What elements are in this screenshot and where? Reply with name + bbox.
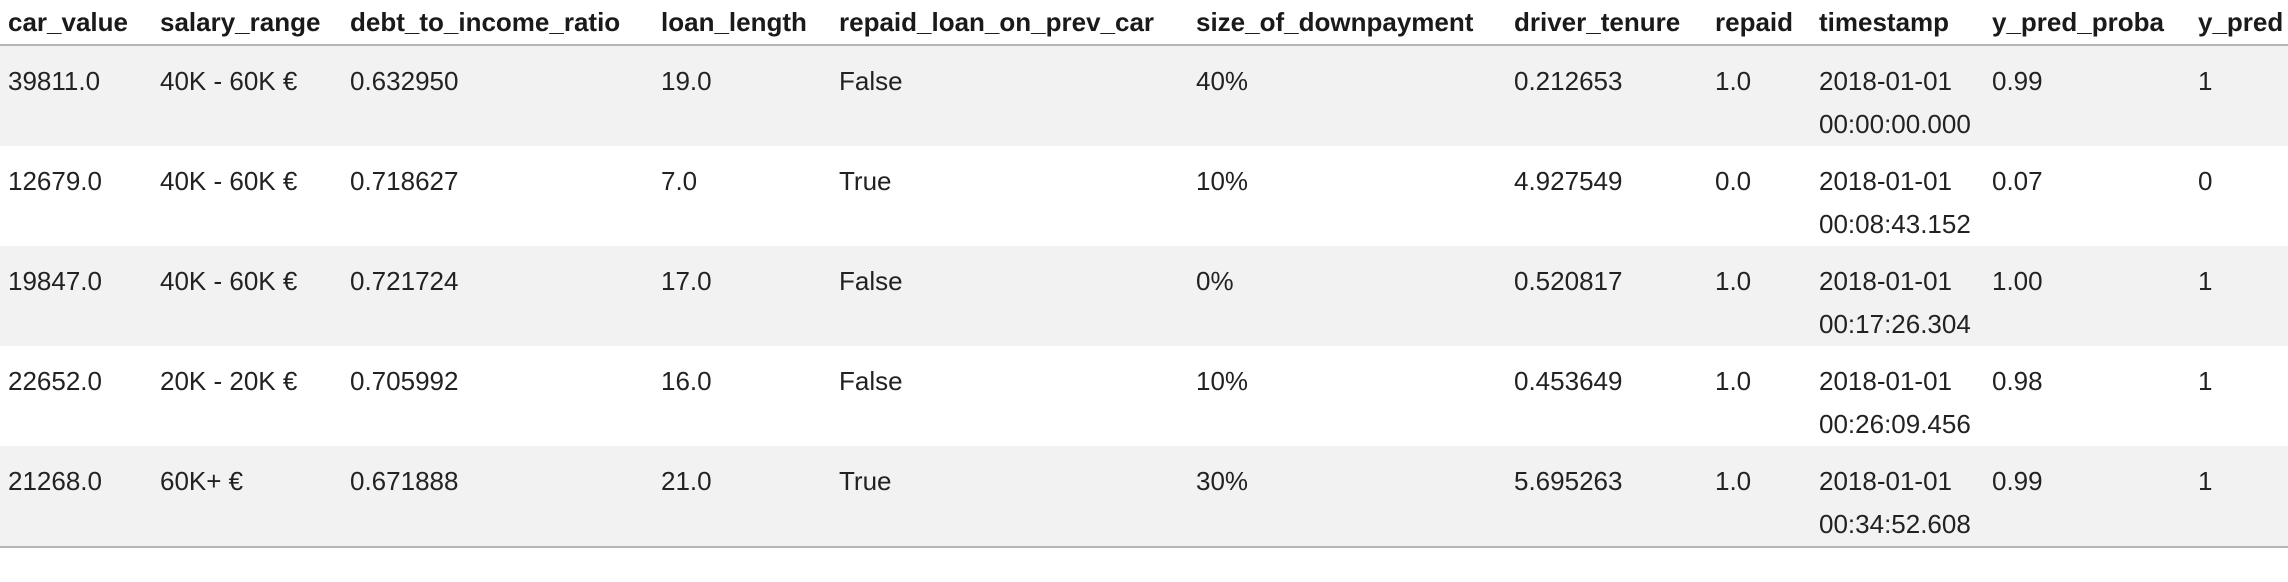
timestamp-time: 00:34:52.608	[1819, 509, 1971, 539]
cell-timestamp: 2018-01-01 00:08:43.152	[1811, 146, 1984, 246]
cell-repaid-loan-on-prev-car: False	[831, 346, 1188, 446]
cell-loan-length: 7.0	[653, 146, 831, 246]
cell-debt-to-income-ratio: 0.705992	[342, 346, 653, 446]
cell-repaid-loan-on-prev-car: False	[831, 45, 1188, 146]
cell-repaid-loan-on-prev-car: True	[831, 146, 1188, 246]
column-header-driver-tenure: driver_tenure	[1506, 0, 1707, 46]
cell-driver-tenure: 5.695263	[1506, 446, 1707, 548]
table-row: 19847.0 40K - 60K € 0.721724 17.0 False …	[0, 246, 2288, 346]
cell-car-value: 21268.0	[0, 446, 152, 548]
cell-car-value: 12679.0	[0, 146, 152, 246]
cell-debt-to-income-ratio: 0.632950	[342, 45, 653, 146]
table-body: 39811.0 40K - 60K € 0.632950 19.0 False …	[0, 45, 2288, 548]
column-header-car-value: car_value	[0, 0, 152, 46]
data-table-container: car_value salary_range debt_to_income_ra…	[0, 0, 2288, 548]
table-row: 39811.0 40K - 60K € 0.632950 19.0 False …	[0, 45, 2288, 146]
cell-y-pred: 0	[2190, 146, 2288, 246]
cell-repaid: 1.0	[1707, 446, 1811, 548]
header-row: car_value salary_range debt_to_income_ra…	[0, 0, 2288, 46]
column-header-y-pred: y_pred	[2190, 0, 2288, 46]
cell-y-pred: 1	[2190, 45, 2288, 146]
timestamp-date: 2018-01-01	[1819, 66, 1952, 96]
cell-y-pred-proba: 0.07	[1984, 146, 2190, 246]
data-table: car_value salary_range debt_to_income_ra…	[0, 0, 2288, 548]
cell-repaid: 1.0	[1707, 346, 1811, 446]
column-header-size-of-downpayment: size_of_downpayment	[1188, 0, 1506, 46]
column-header-repaid: repaid	[1707, 0, 1811, 46]
timestamp-date: 2018-01-01	[1819, 466, 1952, 496]
cell-car-value: 19847.0	[0, 246, 152, 346]
cell-y-pred: 1	[2190, 246, 2288, 346]
column-header-salary-range: salary_range	[152, 0, 342, 46]
timestamp-date: 2018-01-01	[1819, 166, 1952, 196]
cell-driver-tenure: 0.212653	[1506, 45, 1707, 146]
cell-salary-range: 60K+ €	[152, 446, 342, 548]
cell-debt-to-income-ratio: 0.671888	[342, 446, 653, 548]
cell-debt-to-income-ratio: 0.721724	[342, 246, 653, 346]
cell-driver-tenure: 0.520817	[1506, 246, 1707, 346]
cell-y-pred: 1	[2190, 346, 2288, 446]
cell-y-pred-proba: 0.99	[1984, 446, 2190, 548]
timestamp-time: 00:17:26.304	[1819, 309, 1971, 339]
cell-repaid-loan-on-prev-car: False	[831, 246, 1188, 346]
cell-car-value: 22652.0	[0, 346, 152, 446]
timestamp-date: 2018-01-01	[1819, 266, 1952, 296]
timestamp-time: 00:26:09.456	[1819, 409, 1971, 439]
column-header-debt-to-income-ratio: debt_to_income_ratio	[342, 0, 653, 46]
cell-repaid: 1.0	[1707, 246, 1811, 346]
cell-driver-tenure: 4.927549	[1506, 146, 1707, 246]
cell-loan-length: 16.0	[653, 346, 831, 446]
cell-driver-tenure: 0.453649	[1506, 346, 1707, 446]
cell-loan-length: 17.0	[653, 246, 831, 346]
cell-size-of-downpayment: 30%	[1188, 446, 1506, 548]
cell-y-pred-proba: 1.00	[1984, 246, 2190, 346]
cell-repaid: 1.0	[1707, 45, 1811, 146]
cell-timestamp: 2018-01-01 00:26:09.456	[1811, 346, 1984, 446]
cell-salary-range: 40K - 60K €	[152, 45, 342, 146]
column-header-loan-length: loan_length	[653, 0, 831, 46]
cell-size-of-downpayment: 40%	[1188, 45, 1506, 146]
cell-salary-range: 40K - 60K €	[152, 146, 342, 246]
cell-size-of-downpayment: 10%	[1188, 146, 1506, 246]
cell-timestamp: 2018-01-01 00:34:52.608	[1811, 446, 1984, 548]
cell-loan-length: 21.0	[653, 446, 831, 548]
cell-y-pred: 1	[2190, 446, 2288, 548]
timestamp-time: 00:00:00.000	[1819, 109, 1971, 139]
cell-loan-length: 19.0	[653, 45, 831, 146]
cell-y-pred-proba: 0.98	[1984, 346, 2190, 446]
cell-car-value: 39811.0	[0, 45, 152, 146]
cell-debt-to-income-ratio: 0.718627	[342, 146, 653, 246]
table-header: car_value salary_range debt_to_income_ra…	[0, 0, 2288, 46]
column-header-y-pred-proba: y_pred_proba	[1984, 0, 2190, 46]
column-header-timestamp: timestamp	[1811, 0, 1984, 46]
cell-salary-range: 20K - 20K €	[152, 346, 342, 446]
cell-size-of-downpayment: 10%	[1188, 346, 1506, 446]
cell-repaid: 0.0	[1707, 146, 1811, 246]
timestamp-date: 2018-01-01	[1819, 366, 1952, 396]
cell-repaid-loan-on-prev-car: True	[831, 446, 1188, 548]
cell-y-pred-proba: 0.99	[1984, 45, 2190, 146]
column-header-repaid-loan-on-prev-car: repaid_loan_on_prev_car	[831, 0, 1188, 46]
table-row: 21268.0 60K+ € 0.671888 21.0 True 30% 5.…	[0, 446, 2288, 548]
cell-timestamp: 2018-01-01 00:17:26.304	[1811, 246, 1984, 346]
cell-size-of-downpayment: 0%	[1188, 246, 1506, 346]
timestamp-time: 00:08:43.152	[1819, 209, 1971, 239]
table-row: 22652.0 20K - 20K € 0.705992 16.0 False …	[0, 346, 2288, 446]
table-row: 12679.0 40K - 60K € 0.718627 7.0 True 10…	[0, 146, 2288, 246]
cell-salary-range: 40K - 60K €	[152, 246, 342, 346]
cell-timestamp: 2018-01-01 00:00:00.000	[1811, 45, 1984, 146]
